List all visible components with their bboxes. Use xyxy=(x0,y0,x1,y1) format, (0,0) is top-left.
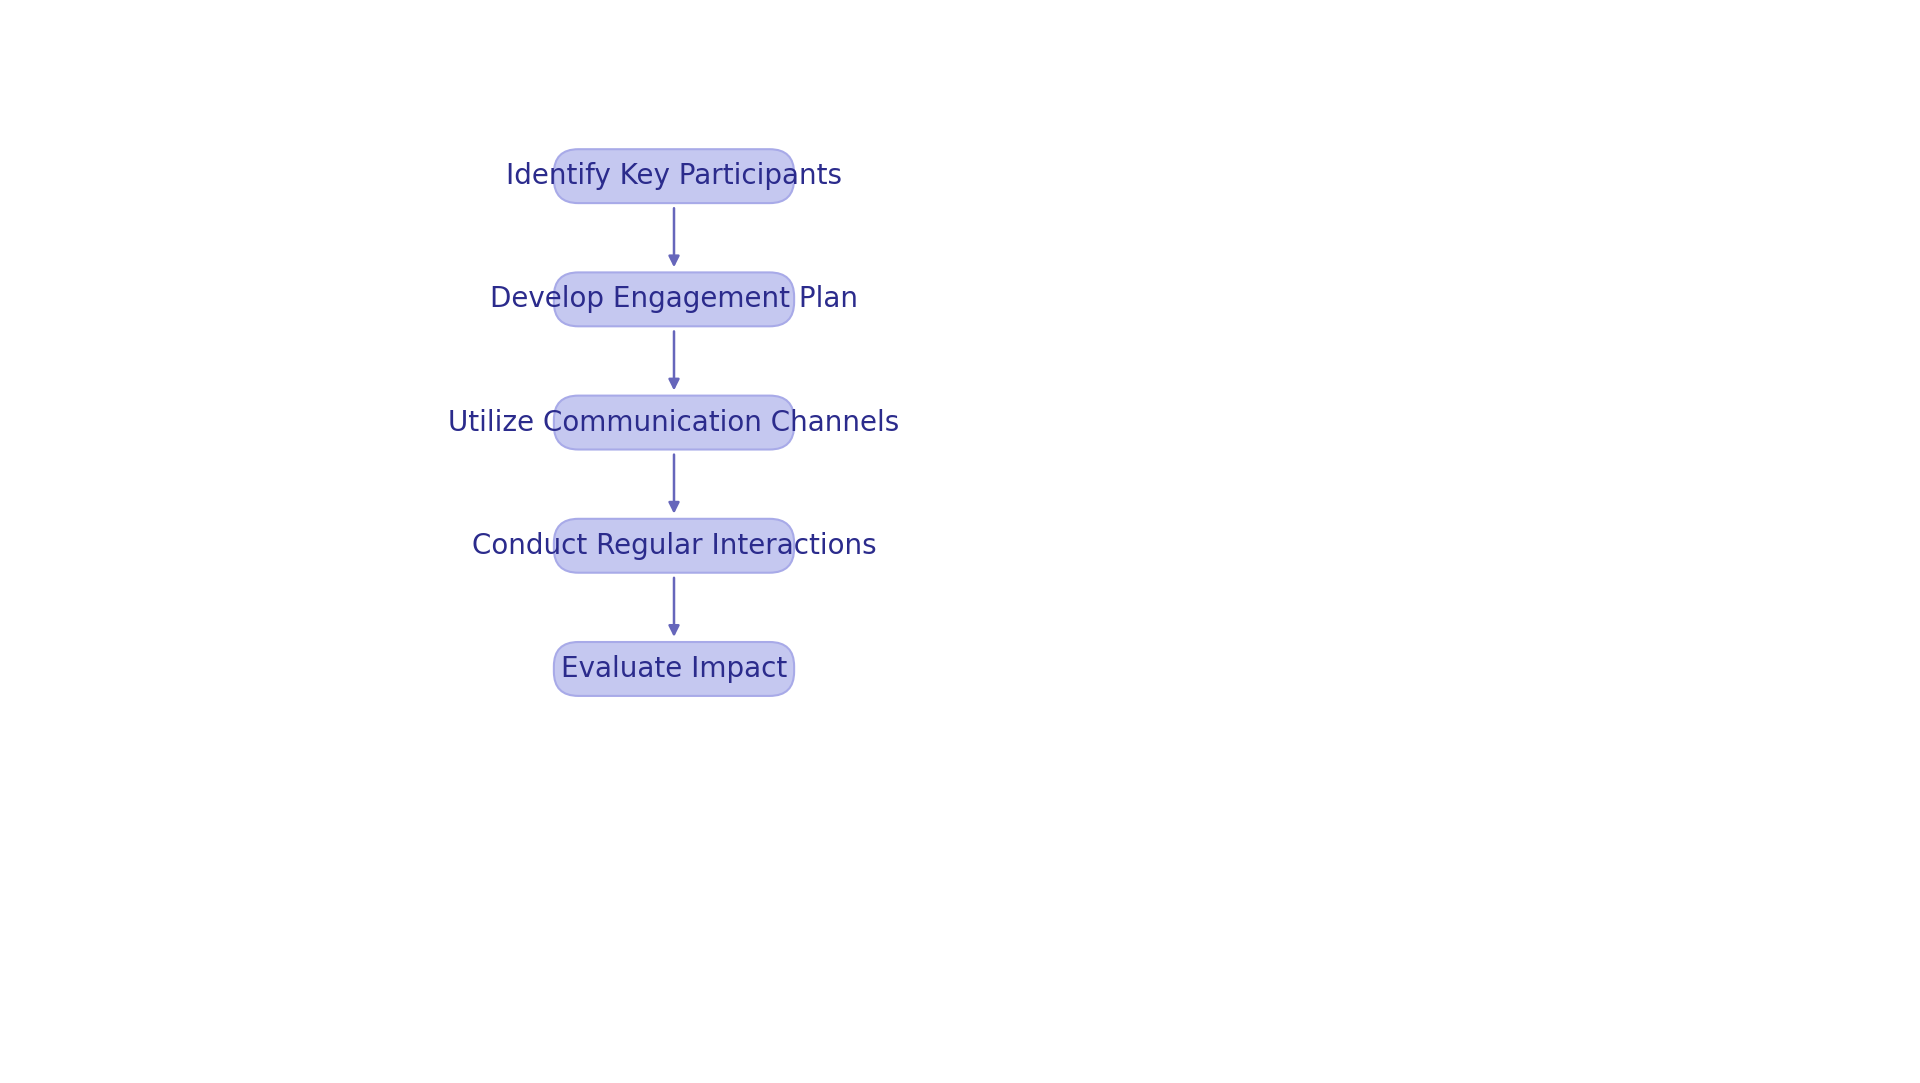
Text: Develop Engagement Plan: Develop Engagement Plan xyxy=(490,285,858,313)
Text: Evaluate Impact: Evaluate Impact xyxy=(561,655,787,683)
FancyBboxPatch shape xyxy=(553,519,795,573)
Text: Conduct Regular Interactions: Conduct Regular Interactions xyxy=(472,532,876,560)
FancyBboxPatch shape xyxy=(553,273,795,326)
FancyBboxPatch shape xyxy=(553,395,795,449)
Text: Utilize Communication Channels: Utilize Communication Channels xyxy=(449,408,900,436)
FancyBboxPatch shape xyxy=(553,642,795,696)
Text: Identify Key Participants: Identify Key Participants xyxy=(507,162,843,191)
FancyBboxPatch shape xyxy=(553,149,795,204)
